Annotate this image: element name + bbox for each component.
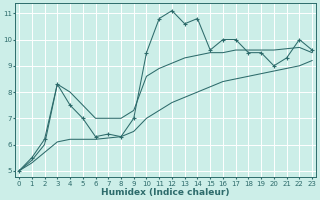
X-axis label: Humidex (Indice chaleur): Humidex (Indice chaleur) [101, 188, 230, 197]
